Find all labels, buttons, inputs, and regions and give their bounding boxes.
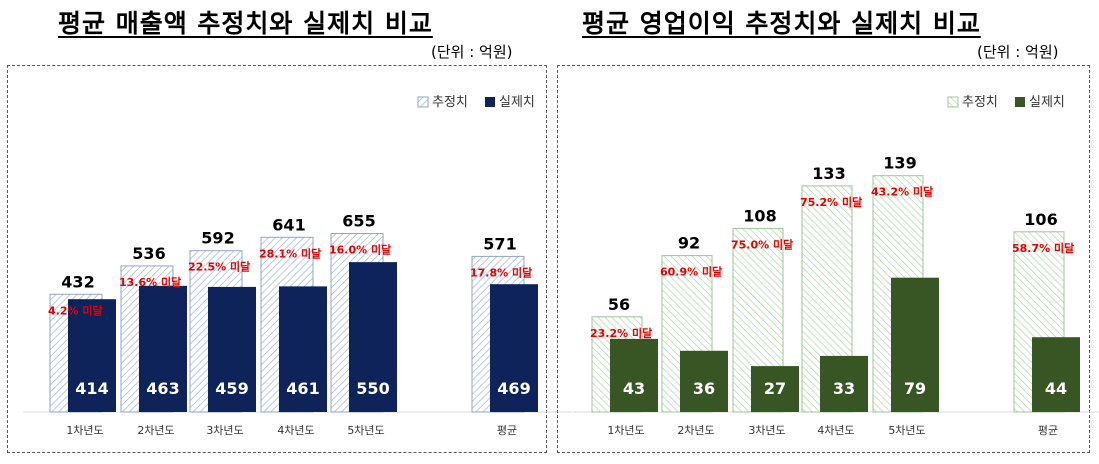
- right-annotation: 60.9% 미달: [660, 265, 722, 279]
- right-annotation: 43.2% 미달: [871, 185, 933, 199]
- right-x-tick-label: 5차년도: [888, 424, 925, 437]
- left-annotation: 16.0% 미달: [329, 243, 391, 257]
- right-actual-bar: [891, 277, 939, 412]
- right-actual-value-label: 27: [764, 379, 786, 398]
- right-x-tick-label: 3차년도: [748, 424, 785, 437]
- right-annotation: 23.2% 미달: [590, 326, 652, 340]
- left-legend-actual-label: 실제치: [499, 95, 535, 110]
- left-actual-bar: [349, 262, 397, 412]
- left-actual-bar: [68, 299, 116, 412]
- right-legend-actual-swatch: [1015, 97, 1025, 107]
- right-legend-estimate-label: 추정치: [962, 95, 998, 110]
- right-unit-label: (단위 : 억원): [977, 43, 1059, 61]
- left-actual-value-label: 461: [286, 379, 319, 398]
- left-x-tick-label: 평균: [497, 424, 517, 437]
- right-chart-svg: 추정치 실제치 56 43 23.2% 미달 1차년도 92 36 60.9% 미달 2차년도 10…: [573, 95, 1099, 437]
- right-x-tick-label: 4차년도: [817, 424, 854, 437]
- left-actual-value-label: 469: [497, 379, 530, 398]
- left-legend-estimate-label: 추정치: [432, 95, 468, 110]
- right-annotation: 58.7% 미달: [1012, 241, 1074, 255]
- right-actual-value-label: 44: [1045, 379, 1067, 398]
- left-annotation: 22.5% 미달: [188, 260, 250, 274]
- right-estimate-value-label: 56: [608, 295, 630, 314]
- left-actual-value-label: 463: [146, 379, 179, 398]
- left-chart-box: 추정치 실제치 432 414 4.2% 미달 1차년도 536 463 13.6% 미달 2차년…: [7, 65, 572, 453]
- left-actual-value-label: 550: [356, 379, 389, 398]
- right-legend-estimate-swatch: [947, 96, 959, 108]
- right-actual-bar: [610, 338, 658, 412]
- left-estimate-value-label: 655: [342, 212, 375, 231]
- left-actual-bar: [208, 286, 256, 412]
- right-legend-actual-label: 실제치: [1029, 95, 1065, 110]
- left-actual-value-label: 414: [75, 379, 108, 398]
- right-estimate-value-label: 139: [883, 154, 916, 173]
- left-estimate-value-label: 536: [132, 244, 165, 263]
- right-actual-bar: [820, 355, 868, 412]
- left-annotation: 17.8% 미달: [470, 265, 532, 279]
- right-x-tick-label: 평균: [1038, 424, 1058, 437]
- left-actual-value-label: 459: [215, 379, 248, 398]
- right-annotation: 75.0% 미달: [731, 237, 793, 251]
- right-actual-value-label: 33: [833, 379, 855, 398]
- right-chart-box: 추정치 실제치 56 43 23.2% 미달 1차년도 92 36 60.9% 미달 2차년도 10…: [557, 65, 1099, 453]
- right-x-tick-label: 1차년도: [607, 424, 644, 437]
- right-estimate-value-label: 106: [1024, 210, 1057, 229]
- left-estimate-value-label: 432: [61, 272, 94, 291]
- left-x-tick-label: 1차년도: [66, 424, 103, 437]
- right-x-tick-label: 2차년도: [677, 424, 714, 437]
- left-annotation: 13.6% 미달: [119, 275, 181, 289]
- right-chart-title: 평균 영업이익 추정치와 실제치 비교: [582, 9, 981, 38]
- left-x-tick-label: 4차년도: [277, 424, 314, 437]
- left-annotation: 28.1% 미달: [259, 246, 321, 260]
- left-x-tick-label: 2차년도: [137, 424, 174, 437]
- right-estimate-value-label: 108: [743, 206, 776, 225]
- right-actual-value-label: 36: [693, 379, 715, 398]
- left-chart-svg: 추정치 실제치 432 414 4.2% 미달 1차년도 536 463 13.6% 미달 2차년…: [23, 95, 572, 437]
- left-estimate-value-label: 641: [272, 215, 305, 234]
- left-estimate-value-label: 571: [483, 234, 516, 253]
- left-legend: 추정치 실제치: [417, 95, 535, 110]
- right-actual-value-label: 43: [623, 379, 645, 398]
- left-estimate-value-label: 592: [201, 229, 234, 248]
- left-actual-bar: [139, 285, 187, 412]
- right-legend: 추정치 실제치: [947, 95, 1065, 110]
- right-estimate-value-label: 92: [678, 234, 700, 253]
- right-estimate-value-label: 133: [812, 164, 845, 183]
- left-annotation: 4.2% 미달: [48, 303, 103, 317]
- left-unit-label: (단위 : 억원): [431, 43, 513, 61]
- left-legend-actual-swatch: [485, 97, 495, 107]
- left-x-tick-label: 3차년도: [206, 424, 243, 437]
- left-actual-bar: [279, 286, 327, 412]
- right-actual-value-label: 79: [904, 379, 926, 398]
- left-legend-estimate-swatch: [417, 96, 429, 108]
- right-actual-bar: [1032, 337, 1080, 412]
- left-x-tick-label: 5차년도: [347, 424, 384, 437]
- left-actual-bar: [490, 284, 538, 412]
- right-actual-bar: [680, 350, 728, 412]
- left-chart-title: 평균 매출액 추정치와 실제치 비교: [58, 9, 433, 38]
- right-annotation: 75.2% 미달: [800, 195, 862, 209]
- right-actual-bar: [751, 366, 799, 412]
